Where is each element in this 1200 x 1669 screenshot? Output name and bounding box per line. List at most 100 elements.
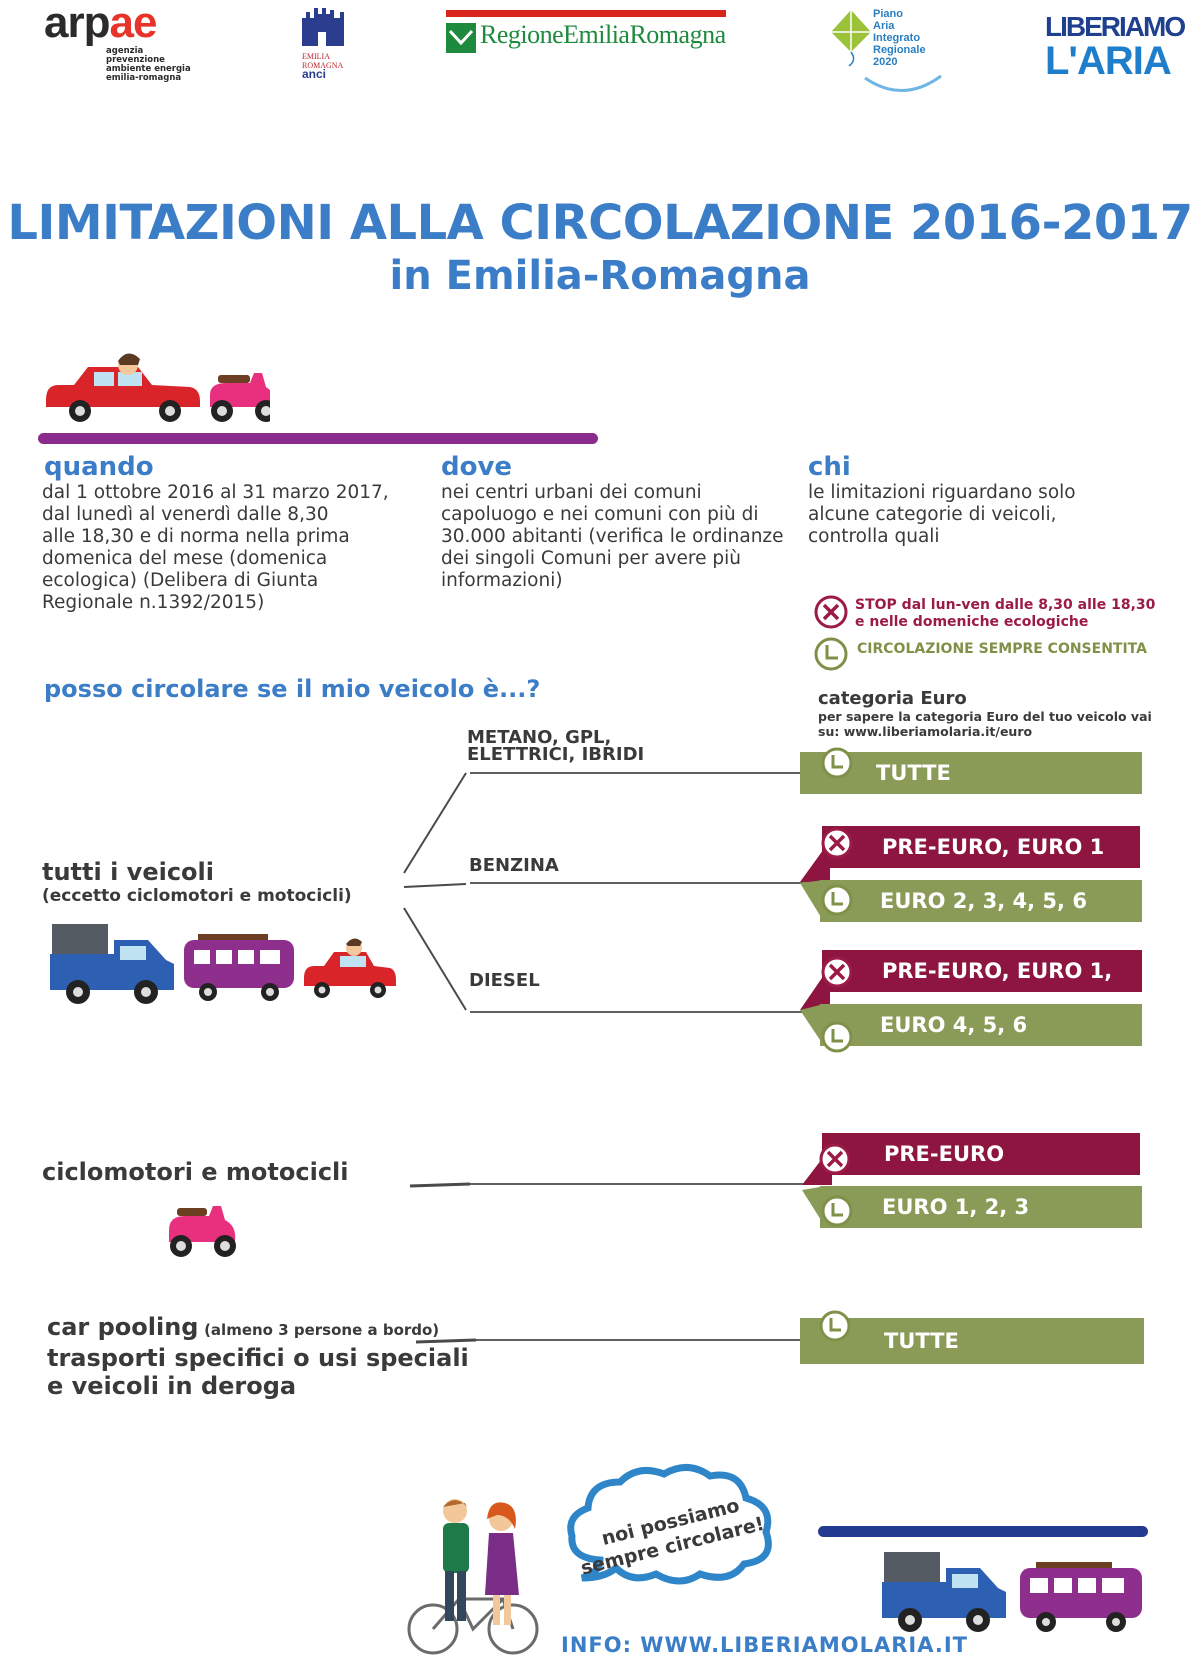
legend-stop-line2: e nelle domeniche ecologiche xyxy=(855,614,1089,630)
chi-line: le limitazioni riguardano solo xyxy=(808,482,1076,503)
quando-line: dal 1 ottobre 2016 al 31 marzo 2017, xyxy=(42,482,389,503)
group-moto-title: ciclomotori e motocicli xyxy=(42,1158,349,1186)
page-title: LIMITAZIONI ALLA CIRCOLAZIONE 2016-2017 xyxy=(7,195,1193,251)
piano-3: Integrato xyxy=(873,32,921,44)
logo-regione: RegioneEmiliaRomagna xyxy=(446,10,726,53)
anci-line2: ROMAGNA xyxy=(302,61,344,70)
group-carpool-line3: e veicoli in deroga xyxy=(47,1372,297,1400)
speech-cloud: noi possiamo sempre circolare! xyxy=(567,1464,772,1585)
liberiamo-line1: LIBERIAMO xyxy=(1045,11,1186,42)
vehicles-illustration xyxy=(50,924,396,1004)
ok-clock-icon xyxy=(821,884,853,916)
dove-line: nei centri urbani dei comuni xyxy=(441,482,702,503)
group-carpool-note: (almeno 3 persone a bordo) xyxy=(204,1321,440,1339)
fuel-diesel: DIESEL xyxy=(469,970,540,991)
piano-4: Regionale xyxy=(873,44,926,56)
blue-truck-icon xyxy=(50,924,174,1004)
quando-heading: quando xyxy=(44,452,154,482)
dove-line: dei singoli Comuni per avere più xyxy=(441,548,741,569)
legend-ok: CIRCOLAZIONE SEMPRE CONSENTITA xyxy=(857,641,1147,657)
footer-bar xyxy=(818,1526,1148,1537)
band-carpool-ok: TUTTE xyxy=(800,1318,1144,1364)
logo-piano: Piano Aria Integrato Regionale 2020 xyxy=(827,8,957,93)
fuel-metano-line2: ELETTRICI, IBRIDI xyxy=(467,744,645,765)
band-label: PRE-EURO, EURO 1 xyxy=(882,835,1105,859)
group-carpool-title: car pooling xyxy=(47,1313,199,1341)
arpae-sub-2: prevenzione xyxy=(106,55,165,65)
anci-line1: EMILIA xyxy=(302,52,330,61)
small-red-car-icon xyxy=(304,938,396,998)
dove-line: capoluogo e nei comuni con più di xyxy=(441,504,759,525)
band-notch xyxy=(802,1186,826,1228)
ok-clock-icon xyxy=(814,637,848,671)
pink-scooter-icon xyxy=(210,373,270,422)
kite-icon xyxy=(831,10,871,67)
page-subtitle: in Emilia-Romagna xyxy=(389,253,811,299)
fuel-metano-line1: METANO, GPL, xyxy=(467,727,612,748)
band-label: EURO 2, 3, 4, 5, 6 xyxy=(880,889,1087,913)
anci-line3: anci xyxy=(302,67,327,81)
chi-column: chi le limitazioni riguardano solo alcun… xyxy=(808,452,1168,548)
footer-vehicles-illustration xyxy=(882,1552,1142,1632)
band-label: TUTTE xyxy=(876,761,951,785)
logo-anci: EMILIA ROMAGNA anci xyxy=(298,6,358,86)
piano-1: Piano xyxy=(873,8,903,20)
dove-heading: dove xyxy=(441,452,513,482)
ok-clock-icon xyxy=(819,1310,851,1342)
band-label: TUTTE xyxy=(884,1329,959,1353)
quando-line: domenica del mese (domenica xyxy=(42,548,328,569)
arpae-sub-1: agenzia xyxy=(106,46,144,56)
quando-line: dal lunedì al venerdì dalle 8,30 xyxy=(42,504,329,525)
accent-bar xyxy=(38,433,598,444)
euro-header-line2: su: www.liberiamolaria.it/euro xyxy=(818,724,1033,739)
band-moto-stop: PRE-EURO xyxy=(822,1133,1140,1175)
purple-van-icon xyxy=(184,934,294,1001)
quando-line: ecologica) (Delibera di Giunta xyxy=(42,570,319,591)
pink-scooter-icon xyxy=(169,1206,236,1257)
quando-column: quando dal 1 ottobre 2016 al 31 marzo 20… xyxy=(42,452,424,614)
euro-header-title: categoria Euro xyxy=(818,688,967,709)
dove-column: dove nei centri urbani dei comuni capolu… xyxy=(441,452,811,592)
arpae-sub-3: ambiente energia xyxy=(106,64,191,74)
blue-truck-icon xyxy=(882,1552,1006,1632)
ok-clock-icon xyxy=(821,1195,853,1227)
euro-header-line1: per sapere la categoria Euro del tuo vei… xyxy=(818,709,1152,724)
band-notch xyxy=(800,880,824,922)
arpae-word-a: arp xyxy=(44,0,110,47)
piano-2: Aria xyxy=(873,20,895,32)
stop-icon xyxy=(819,1143,851,1175)
band-notch xyxy=(802,1133,832,1185)
swoosh-icon xyxy=(864,74,942,92)
band-notch xyxy=(800,826,830,882)
fuel-benzina: BENZINA xyxy=(469,855,559,876)
band-moto-ok: EURO 1, 2, 3 xyxy=(820,1186,1142,1228)
stop-icon xyxy=(814,595,848,629)
arpae-word-b: ae xyxy=(109,0,157,47)
red-car-icon xyxy=(46,353,200,422)
ok-clock-icon xyxy=(821,747,853,779)
band-metano-ok: TUTTE xyxy=(800,752,1142,794)
band-notch xyxy=(800,950,830,1010)
man-icon xyxy=(443,1499,469,1621)
band-diesel-stop: PRE-EURO, EURO 1, 2, 3 xyxy=(822,950,1142,1025)
chi-line: controlla quali xyxy=(808,526,940,547)
purple-van-icon xyxy=(1020,1562,1142,1632)
bicycle-icon xyxy=(407,1597,539,1655)
car-scooter-illustration xyxy=(46,353,270,422)
woman-icon xyxy=(485,1502,519,1625)
dove-line: informazioni) xyxy=(441,570,563,591)
band-label: EURO 1, 2, 3 xyxy=(882,1195,1030,1219)
info-link[interactable]: INFO: WWW.LIBERIAMOLARIA.IT xyxy=(561,1633,968,1657)
band-label: EURO 4, 5, 6 xyxy=(880,1013,1028,1037)
group-tutti-title: tutti i veicoli xyxy=(42,858,214,886)
castle-icon xyxy=(302,8,344,46)
quando-line: Regionale n.1392/2015) xyxy=(42,592,265,613)
question-heading: posso circolare se il mio veicolo è...? xyxy=(44,675,541,703)
logo-liberiamo: LIBERIAMO L'ARIA xyxy=(1045,10,1186,83)
group-carpool-line2: trasporti specifici o usi speciali xyxy=(47,1344,469,1372)
ok-clock-icon xyxy=(821,1021,853,1053)
liberiamo-line2: L'ARIA xyxy=(1045,39,1172,83)
piano-5: 2020 xyxy=(873,56,898,68)
stop-icon xyxy=(821,956,853,988)
